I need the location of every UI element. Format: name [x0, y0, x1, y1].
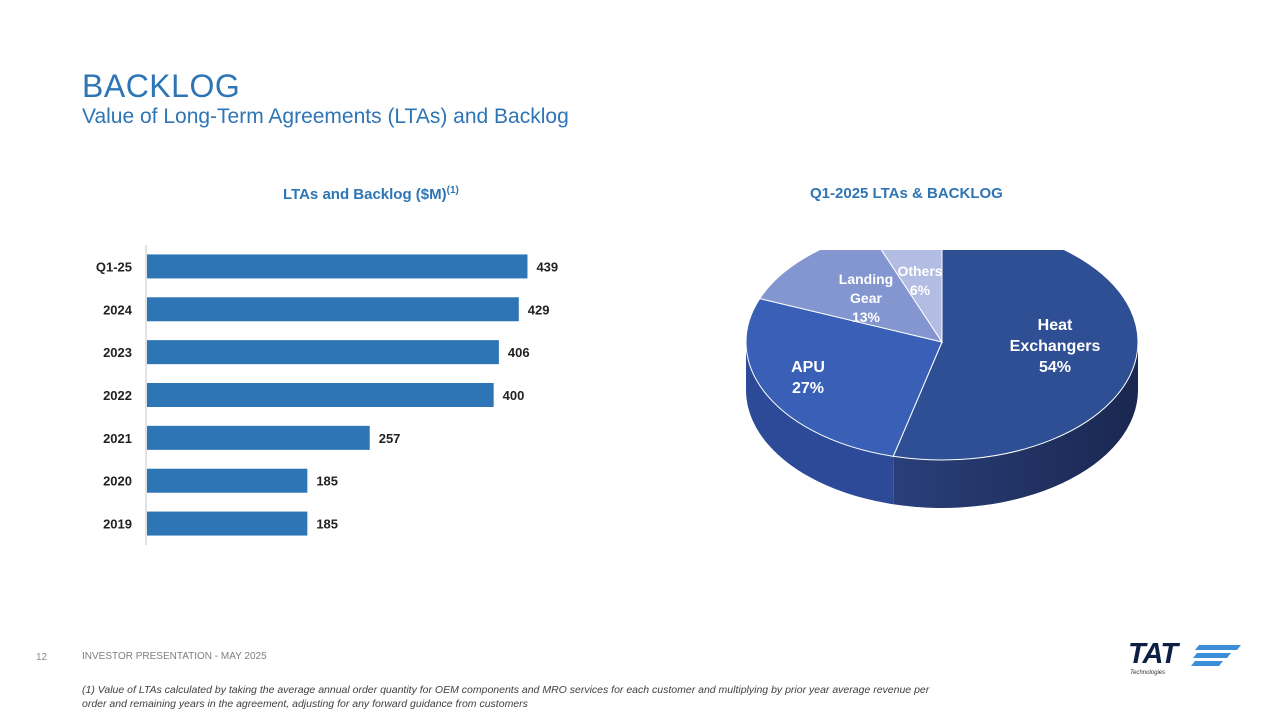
pie-side-heat-exchangers — [893, 342, 1138, 508]
bar-value-label: 185 — [316, 474, 338, 489]
bar-value-label: 439 — [536, 259, 558, 274]
pie-slice-apu — [745, 297, 943, 457]
bar-category-label: 2023 — [103, 345, 132, 360]
page-subtitle: Value of Long-Term Agreements (LTAs) and… — [82, 105, 569, 128]
pie-side-apu — [746, 342, 894, 505]
logo-subtext: Technologies — [1130, 670, 1166, 676]
bar-2024 — [147, 297, 519, 322]
bar-2022 — [147, 383, 494, 407]
pie-label: Landing Gear 13% — [839, 271, 893, 325]
bar-value-label: 400 — [503, 388, 525, 403]
pie-chart: Heat Exchangers 54% APU 27% Landing Gear 13%Oth… — [745, 250, 1139, 508]
bar-chart-title-text: LTAs and Backlog ($M) — [283, 186, 447, 203]
bar-chart-title-footnote-ref: (1) — [446, 185, 459, 196]
pie-chart-title: Q1-2025 LTAs & BACKLOG — [810, 185, 1003, 202]
bar-category-label: 2024 — [103, 302, 133, 317]
bar-2023 — [147, 340, 499, 365]
pie-label: Others 6% — [897, 263, 942, 298]
bar-category-label: Q1-25 — [96, 259, 132, 274]
logo-text: TAT — [1128, 638, 1178, 670]
bar-category-label: 2021 — [103, 431, 132, 446]
bar-2020 — [147, 468, 308, 493]
footnote: (1) Value of LTAs calculated by taking t… — [82, 684, 930, 711]
logo-stripes-icon — [1191, 645, 1241, 666]
bar-category-label: 2019 — [103, 517, 132, 532]
bar-chart: Q1-25 439 2024 429 2023 406 2022 400 2021 257 2020… — [96, 245, 558, 545]
page-number: 12 — [36, 652, 48, 663]
company-logo: TAT Technologies — [1128, 638, 1241, 682]
bar-category-label: 2020 — [103, 474, 132, 489]
bar-chart-title: LTAs and Backlog ($M)(1) — [283, 185, 459, 203]
bar-Q1-25 — [147, 254, 528, 279]
bar-value-label: 429 — [528, 302, 550, 317]
pie-slice-others — [880, 250, 943, 344]
bar-value-label: 406 — [508, 345, 530, 360]
bar-2021 — [147, 425, 370, 450]
bar-2019 — [147, 511, 308, 536]
pie-label: APU 27% — [791, 359, 825, 397]
page-title: BACKLOG — [82, 68, 241, 104]
footer-label: INVESTOR PRESENTATION - MAY 2025 — [82, 651, 267, 662]
pie-slice-heat-exchangers — [892, 250, 1139, 461]
bar-value-label: 257 — [379, 431, 401, 446]
bar-category-label: 2022 — [103, 388, 132, 403]
bar-value-label: 185 — [316, 517, 338, 532]
pie-label: Heat Exchangers 54% — [1010, 317, 1101, 376]
